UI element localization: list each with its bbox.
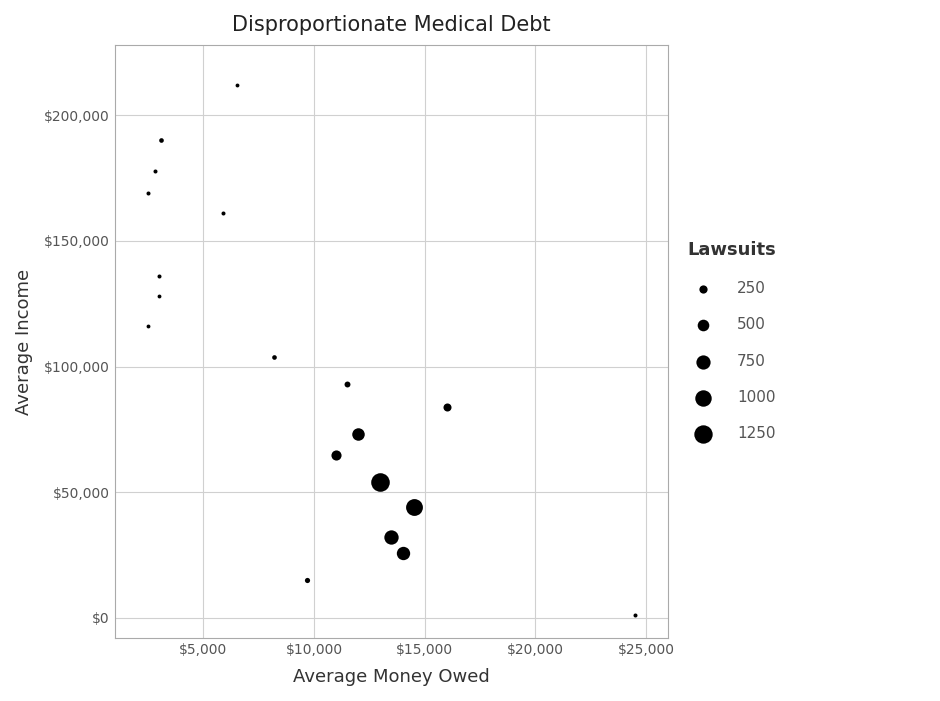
Point: [229, 79, 244, 90]
Point: [373, 477, 388, 488]
Y-axis label: Average Income: Average Income: [15, 268, 33, 414]
Point: [300, 575, 315, 586]
Point: [151, 271, 166, 282]
Point: [339, 379, 354, 390]
X-axis label: Average Money Owed: Average Money Owed: [293, 668, 490, 686]
Point: [384, 532, 399, 543]
Point: [140, 188, 155, 199]
Point: [216, 207, 231, 219]
Point: [351, 429, 366, 440]
Point: [406, 502, 421, 513]
Point: [148, 165, 163, 176]
Point: [140, 321, 155, 332]
Point: [154, 135, 169, 146]
Title: Disproportionate Medical Debt: Disproportionate Medical Debt: [232, 15, 551, 35]
Point: [627, 610, 642, 621]
Point: [329, 449, 344, 460]
Point: [395, 547, 410, 558]
Point: [439, 401, 454, 412]
Legend: 250, 500, 750, 1000, 1250: 250, 500, 750, 1000, 1250: [682, 236, 782, 447]
Point: [267, 351, 282, 362]
Point: [151, 291, 166, 302]
